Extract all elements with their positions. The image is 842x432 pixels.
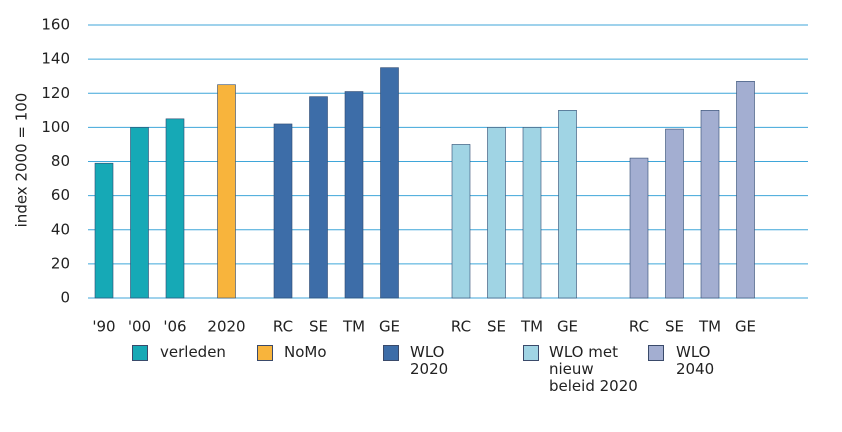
legend-swatch <box>523 345 539 361</box>
x-tick-label: GE <box>735 318 756 336</box>
bar <box>165 118 185 299</box>
legend-label: WLO 2020 <box>410 343 449 378</box>
x-tick-label: RC <box>451 318 471 336</box>
legend-label: WLO 2040 <box>676 343 715 378</box>
y-tick-label: 120 <box>41 84 70 102</box>
y-axis-label: index 2000 = 100 <box>13 93 31 228</box>
x-tick-label: RC <box>629 318 649 336</box>
bar <box>629 157 649 299</box>
x-tick-label: 2020 <box>207 318 245 336</box>
x-tick-label: SE <box>309 318 328 336</box>
bar <box>217 84 236 299</box>
bar <box>487 127 506 299</box>
x-tick-label: '00 <box>128 318 151 336</box>
bar <box>344 91 364 299</box>
legend-swatch <box>257 345 273 361</box>
y-tick-label: 40 <box>51 220 70 238</box>
bar <box>451 144 471 299</box>
x-tick-label: SE <box>665 318 684 336</box>
x-tick-label: GE <box>557 318 578 336</box>
y-tick-label: 160 <box>41 16 70 34</box>
legend-label: NoMo <box>284 343 327 361</box>
bar <box>665 128 684 299</box>
y-tick-label: 20 <box>51 254 70 272</box>
legend-swatch <box>648 345 664 361</box>
bar <box>94 162 114 299</box>
bar <box>558 110 577 299</box>
bar <box>736 81 755 299</box>
x-tick-label: '90 <box>92 318 115 336</box>
x-tick-label: RC <box>273 318 293 336</box>
x-tick-label: TM <box>520 318 543 336</box>
legend-label: verleden <box>160 343 226 361</box>
bar <box>273 123 293 299</box>
bar <box>380 67 399 299</box>
y-tick-label: 80 <box>51 152 70 170</box>
legend-label: WLO met nieuw beleid 2020 <box>549 343 638 395</box>
x-tick-label: SE <box>487 318 506 336</box>
bar <box>522 127 542 299</box>
x-tick-label: TM <box>698 318 721 336</box>
y-tick-label: 140 <box>41 50 70 68</box>
y-tick-label: 0 <box>60 289 70 307</box>
legend-swatch <box>383 345 399 361</box>
y-tick-label: 100 <box>41 118 70 136</box>
bar <box>130 127 149 299</box>
x-tick-label: TM <box>342 318 365 336</box>
y-tick-label: 60 <box>51 186 70 204</box>
bar <box>309 96 328 299</box>
bar <box>700 110 720 299</box>
x-tick-label: '06 <box>163 318 186 336</box>
legend-swatch <box>132 345 148 361</box>
x-tick-label: GE <box>379 318 400 336</box>
